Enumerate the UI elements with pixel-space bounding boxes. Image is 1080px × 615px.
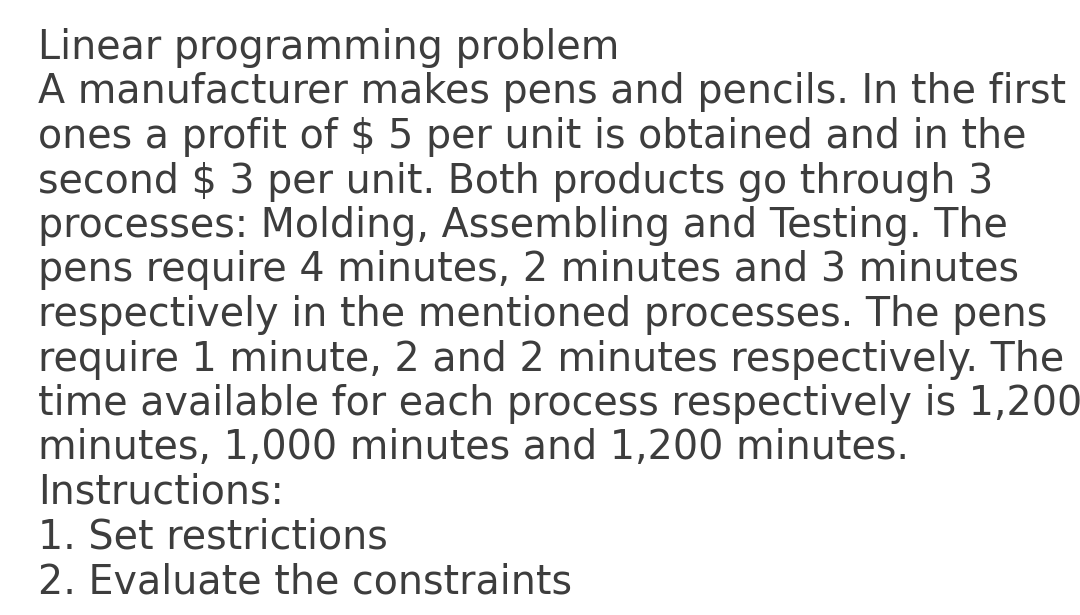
Text: second $ 3 per unit. Both products go through 3: second $ 3 per unit. Both products go th… (38, 162, 994, 202)
Text: 2. Evaluate the constraints: 2. Evaluate the constraints (38, 562, 572, 602)
Text: Linear programming problem: Linear programming problem (38, 28, 619, 68)
Text: ones a profit of $ 5 per unit is obtained and in the: ones a profit of $ 5 per unit is obtaine… (38, 117, 1026, 157)
Text: respectively in the mentioned processes. The pens: respectively in the mentioned processes.… (38, 295, 1048, 335)
Text: Instructions:: Instructions: (38, 473, 284, 513)
Text: processes: Molding, Assembling and Testing. The: processes: Molding, Assembling and Testi… (38, 206, 1008, 246)
Text: time available for each process respectively is 1,200: time available for each process respecti… (38, 384, 1080, 424)
Text: pens require 4 minutes, 2 minutes and 3 minutes: pens require 4 minutes, 2 minutes and 3 … (38, 250, 1020, 290)
Text: A manufacturer makes pens and pencils. In the first: A manufacturer makes pens and pencils. I… (38, 73, 1066, 113)
Text: minutes, 1,000 minutes and 1,200 minutes.: minutes, 1,000 minutes and 1,200 minutes… (38, 429, 909, 469)
Text: 1. Set restrictions: 1. Set restrictions (38, 517, 388, 558)
Text: require 1 minute, 2 and 2 minutes respectively. The: require 1 minute, 2 and 2 minutes respec… (38, 339, 1064, 379)
